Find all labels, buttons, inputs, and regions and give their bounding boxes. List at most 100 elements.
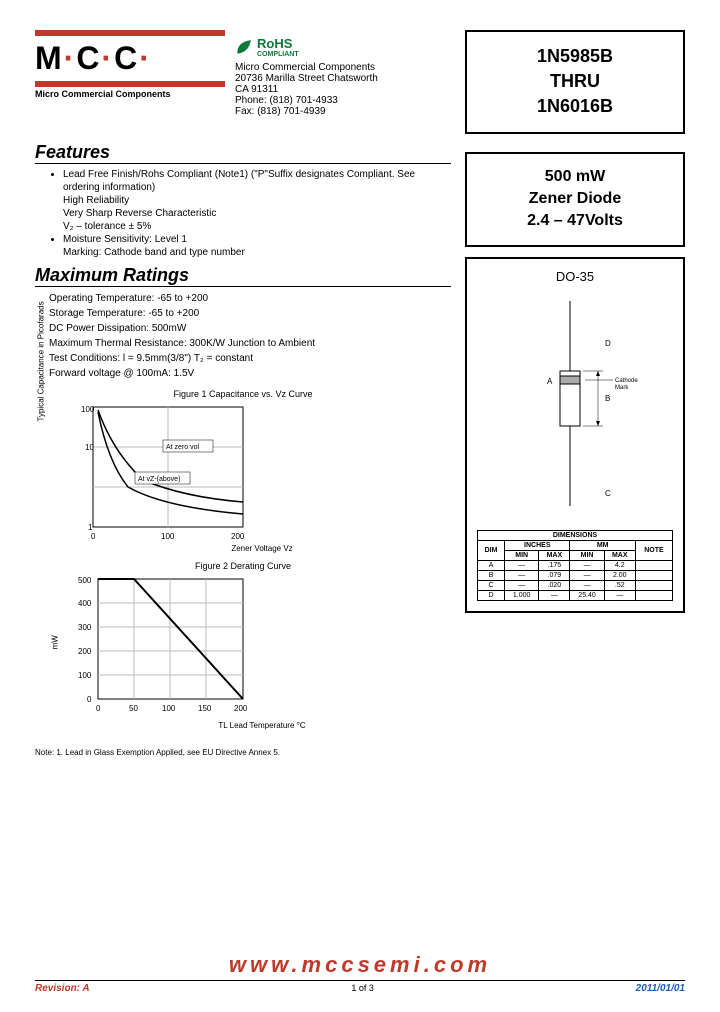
dim-unit1: INCHES — [505, 540, 570, 550]
fig2-xlabel: TL Lead Temperature °C — [73, 721, 451, 730]
fig2-chart: mW 500 400 300 200 100 0 0 50 100 — [73, 574, 451, 730]
ratings-list: Operating Temperature: -65 to +200 Stora… — [35, 291, 451, 381]
svg-text:0: 0 — [91, 532, 96, 541]
header-row: M·C·C· Micro Commercial Components RoHSC… — [35, 30, 685, 134]
dim-row: B—.079—2.00 — [478, 570, 673, 580]
dim-col: MIN — [570, 550, 604, 560]
ratings-title: Maximum Ratings — [35, 265, 451, 287]
rating-item: Forward voltage @ 100mA: 1.5V — [49, 366, 451, 381]
dim-col: NOTE — [635, 540, 672, 560]
svg-text:400: 400 — [78, 599, 92, 608]
left-column: Features Lead Free Finish/Rohs Compliant… — [35, 142, 451, 730]
svg-text:0: 0 — [87, 695, 92, 704]
rating-item: DC Power Dissipation: 500mW — [49, 321, 451, 336]
right-column: 500 mW Zener Diode 2.4 – 47Volts DO-35 D… — [465, 142, 685, 730]
footnote: Note: 1. Lead in Glass Exemption Applied… — [35, 748, 685, 757]
desc-line2: Zener Diode — [475, 188, 675, 210]
svg-text:200: 200 — [234, 704, 248, 713]
fig2-title: Figure 2 Derating Curve — [35, 561, 451, 571]
package-title: DO-35 — [477, 269, 673, 284]
feature-item: Moisture Sensitivity: Level 1 — [63, 233, 451, 246]
company-info: RoHSCOMPLIANT Micro Commercial Component… — [235, 30, 455, 134]
desc-line3: 2.4 – 47Volts — [475, 210, 675, 232]
fig1-title: Figure 1 Capacitance vs. Vz Curve — [35, 389, 451, 399]
logo-block: M·C·C· Micro Commercial Components — [35, 30, 225, 134]
svg-text:C: C — [605, 489, 611, 498]
footer-url: www.mccsemi.com — [35, 952, 685, 978]
fig1-chart: Typical Capacitance in Picofarads At zer… — [73, 402, 451, 553]
rohs-sub: COMPLIANT — [257, 51, 299, 58]
part-line2: THRU — [475, 69, 675, 94]
footer-line: Revision: A 1 of 3 2011/01/01 — [35, 980, 685, 994]
dimensions-table: DIMENSIONS DIM INCHES MM NOTE MIN MAX MI… — [477, 530, 673, 601]
description-box: 500 mW Zener Diode 2.4 – 47Volts — [465, 152, 685, 247]
rating-item: Maximum Thermal Resistance: 300K/W Junct… — [49, 336, 451, 351]
dim-col: MAX — [604, 550, 635, 560]
dim-row: C—.020—.52 — [478, 580, 673, 590]
svg-text:50: 50 — [129, 704, 138, 713]
dim-unit2: MM — [570, 540, 635, 550]
dim-header: DIMENSIONS — [478, 530, 673, 540]
dim-row: A—.175—4.2 — [478, 560, 673, 570]
feature-item: High Reliability — [63, 194, 451, 207]
dim-col: MIN — [505, 550, 539, 560]
logo-text: M·C·C· — [35, 36, 225, 81]
company-addr1: 20736 Marilla Street Chatsworth — [235, 73, 455, 84]
company-addr2: CA 91311 — [235, 84, 455, 95]
svg-text:100: 100 — [161, 532, 175, 541]
fig1-annot2: At vZ-(above) — [138, 476, 180, 483]
fig2-ylabel: mW — [51, 635, 60, 649]
svg-text:0: 0 — [96, 704, 101, 713]
features-list: Lead Free Finish/Rohs Compliant (Note1) … — [35, 168, 451, 259]
svg-text:Cathode: Cathode — [615, 378, 638, 384]
leaf-icon — [235, 38, 253, 56]
svg-text:100: 100 — [162, 704, 176, 713]
dim-row: D1.000—25.40— — [478, 590, 673, 600]
dim-col: DIM — [478, 540, 505, 560]
part-line3: 1N6016B — [475, 94, 675, 119]
svg-text:B: B — [605, 394, 610, 403]
svg-text:300: 300 — [78, 623, 92, 632]
svg-text:100: 100 — [78, 671, 92, 680]
feature-item: Marking: Cathode band and type number — [63, 246, 451, 259]
rohs-text: RoHS — [257, 36, 299, 51]
feature-item: Lead Free Finish/Rohs Compliant (Note1) … — [63, 168, 451, 194]
page-number: 1 of 3 — [351, 983, 374, 994]
rating-item: Storage Temperature: -65 to +200 — [49, 306, 451, 321]
svg-text:D: D — [605, 339, 611, 348]
svg-text:100: 100 — [81, 405, 95, 414]
desc-line1: 500 mW — [475, 166, 675, 188]
dim-col: MAX — [539, 550, 570, 560]
fig1-xlabel: Zener Voltage Vz — [73, 544, 451, 553]
logo-bottom-bar — [35, 81, 225, 87]
fig2-svg: 500 400 300 200 100 0 0 50 100 150 200 — [73, 574, 253, 719]
part-number-box: 1N5985B THRU 1N6016B — [465, 30, 685, 134]
company-fax: Fax: (818) 701-4939 — [235, 106, 455, 117]
rating-item: Operating Temperature: -65 to +200 — [49, 291, 451, 306]
footer-date: 2011/01/01 — [636, 983, 685, 994]
fig1-ylabel: Typical Capacitance in Picofarads — [37, 301, 46, 421]
svg-text:1: 1 — [88, 523, 93, 532]
feature-item: Very Sharp Reverse Characteristic — [63, 207, 451, 220]
logo-subtitle: Micro Commercial Components — [35, 89, 225, 99]
fig1-annot1: At zero vol — [166, 444, 200, 451]
svg-text:200: 200 — [231, 532, 245, 541]
svg-text:Mark: Mark — [615, 385, 629, 391]
part-line1: 1N5985B — [475, 44, 675, 69]
features-section: Features Lead Free Finish/Rohs Compliant… — [35, 142, 451, 259]
svg-text:A: A — [547, 377, 553, 386]
company-phone: Phone: (818) 701-4933 — [235, 95, 455, 106]
rohs-badge: RoHSCOMPLIANT — [235, 36, 455, 58]
fig1-svg: At zero vol At vZ-(above) 100 10 1 0 100… — [73, 402, 253, 542]
svg-text:500: 500 — [78, 576, 92, 585]
svg-text:10: 10 — [85, 443, 94, 452]
footer: www.mccsemi.com Revision: A 1 of 3 2011/… — [35, 952, 685, 994]
features-title: Features — [35, 142, 451, 164]
revision: Revision: A — [35, 983, 90, 994]
right-column-top: 1N5985B THRU 1N6016B — [465, 30, 685, 134]
svg-text:200: 200 — [78, 647, 92, 656]
content-row: Features Lead Free Finish/Rohs Compliant… — [35, 142, 685, 730]
company-name: Micro Commercial Components — [235, 62, 455, 73]
rating-item: Test Conditions: l = 9.5mm(3/8") T₂ = co… — [49, 351, 451, 366]
feature-item: V₂ – tolerance ± 5% — [63, 220, 451, 233]
